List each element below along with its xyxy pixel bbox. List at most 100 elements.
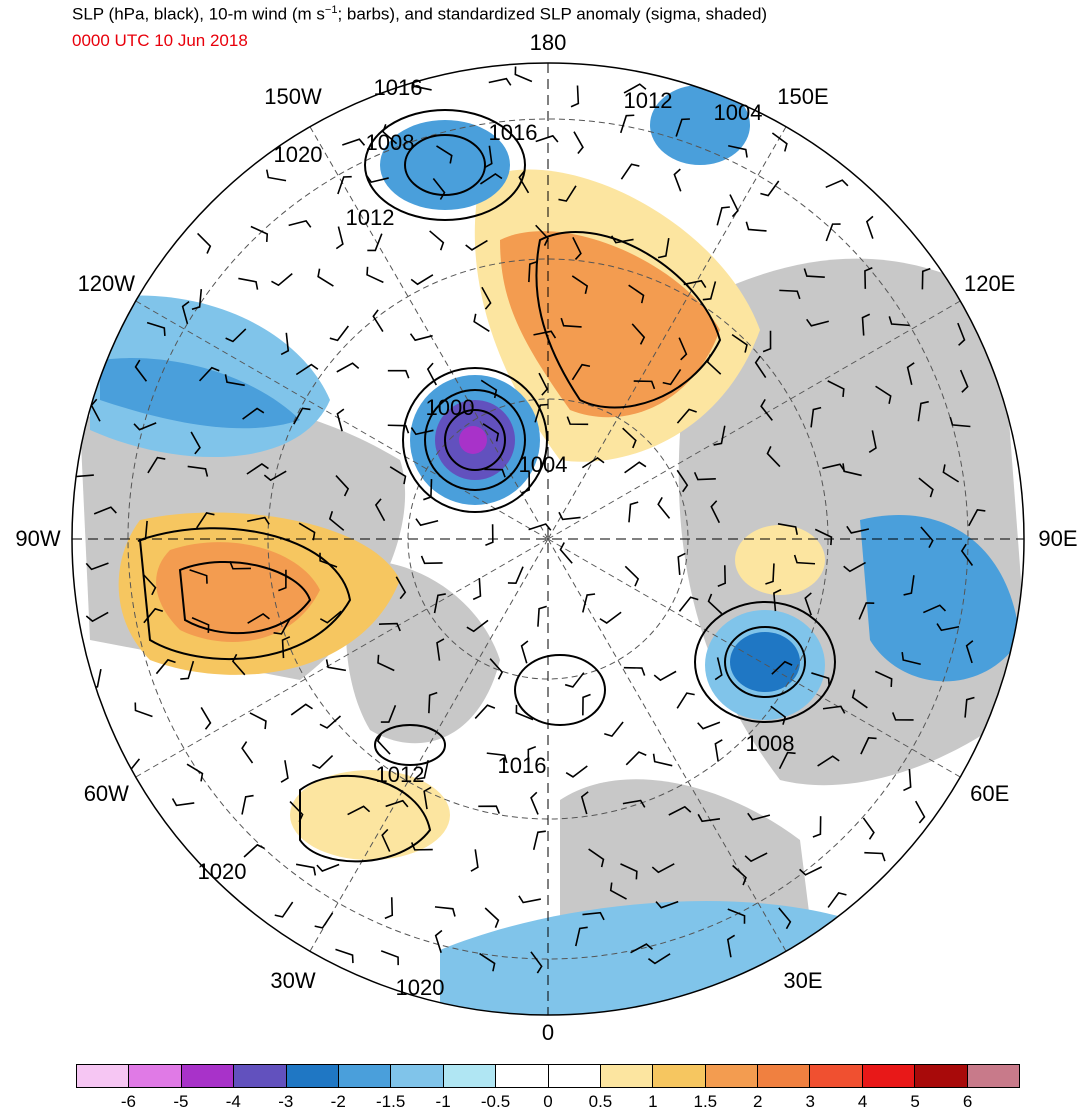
wind-barb bbox=[319, 552, 338, 568]
colorbar-swatch bbox=[548, 1065, 601, 1087]
wind-barb bbox=[558, 511, 581, 521]
wind-barb bbox=[683, 279, 707, 288]
anomaly-low-west-siberia-core bbox=[730, 632, 800, 692]
colorbar-swatch bbox=[129, 1065, 182, 1087]
colorbar-swatch bbox=[862, 1065, 916, 1087]
wind-barb bbox=[906, 362, 915, 386]
wind-barb bbox=[376, 733, 391, 755]
wind-barb bbox=[423, 479, 433, 501]
wind-barbs bbox=[72, 66, 986, 974]
wind-barb bbox=[372, 309, 384, 332]
wind-barb bbox=[486, 752, 508, 764]
wind-barb bbox=[571, 363, 591, 381]
wind-barb bbox=[290, 703, 313, 716]
wind-barb bbox=[653, 670, 677, 682]
wind-barb bbox=[949, 416, 971, 428]
wind-barb bbox=[436, 145, 453, 164]
longitude-label-lon-90w: 90W bbox=[15, 526, 61, 551]
colorbar-swatch bbox=[443, 1065, 497, 1087]
wind-barb bbox=[968, 509, 986, 527]
wind-barb bbox=[865, 215, 874, 239]
wind-barb bbox=[560, 317, 582, 328]
wind-barb bbox=[379, 622, 401, 632]
wind-barb bbox=[582, 911, 605, 921]
wind-barb bbox=[336, 362, 360, 373]
wind-barb bbox=[760, 180, 780, 197]
wind-barb bbox=[335, 948, 354, 964]
colorbar-swatch bbox=[705, 1065, 759, 1087]
wind-barb bbox=[229, 561, 251, 570]
wind-barb bbox=[143, 607, 164, 624]
wind-barb bbox=[532, 830, 546, 850]
wind-barb bbox=[271, 273, 293, 287]
wind-barb bbox=[280, 760, 289, 783]
isobars bbox=[138, 109, 836, 863]
colorbar-tick-label: 5 bbox=[910, 1092, 920, 1111]
wind-barb bbox=[652, 753, 673, 767]
wind-barb bbox=[572, 237, 582, 260]
wind-barb bbox=[799, 866, 823, 876]
colorbar-tick-label: -3 bbox=[278, 1092, 294, 1111]
wind-barb bbox=[620, 163, 640, 180]
wind-barb bbox=[817, 755, 840, 767]
wind-barb bbox=[147, 456, 166, 474]
wind-barb bbox=[779, 289, 801, 300]
wind-barb bbox=[171, 798, 195, 807]
wind-barb bbox=[241, 741, 254, 764]
wind-barb bbox=[864, 267, 873, 289]
wind-barb bbox=[377, 654, 395, 672]
wind-barb bbox=[936, 623, 960, 632]
wind-barb bbox=[314, 912, 334, 929]
wind-barb bbox=[717, 565, 727, 588]
wind-barb bbox=[142, 573, 157, 596]
wind-barb bbox=[263, 470, 287, 482]
wind-barb bbox=[825, 179, 849, 189]
wind-barb bbox=[181, 301, 190, 324]
wind-barb bbox=[713, 425, 726, 446]
wind-barb bbox=[624, 565, 640, 587]
wind-barb bbox=[676, 469, 689, 493]
wind-barb bbox=[518, 170, 530, 194]
wind-barb bbox=[609, 882, 627, 900]
wind-barb bbox=[564, 672, 585, 688]
wind-barb bbox=[466, 619, 489, 633]
wind-barb bbox=[580, 791, 589, 815]
wind-barb bbox=[620, 863, 638, 880]
wind-barb bbox=[385, 799, 409, 808]
longitude-label-lon-30w: 30W bbox=[270, 967, 316, 993]
wind-barb bbox=[728, 144, 748, 158]
wind-barb bbox=[366, 175, 389, 184]
wind-barb bbox=[747, 812, 771, 821]
wind-barb bbox=[559, 542, 573, 564]
wind-barb bbox=[903, 769, 912, 792]
isobar-label: 1012 bbox=[624, 88, 673, 113]
wind-barb bbox=[960, 543, 974, 566]
wind-barb bbox=[434, 929, 443, 953]
wind-barb bbox=[537, 605, 547, 627]
colorbar-tick-label: 3 bbox=[805, 1092, 815, 1111]
wind-barb bbox=[760, 398, 773, 421]
isobar-label: 1016 bbox=[374, 75, 423, 100]
isobar-label: 1004 bbox=[519, 452, 568, 477]
wind-barb bbox=[316, 863, 340, 872]
wind-barb bbox=[381, 828, 391, 852]
colorbar-tick-label: 6 bbox=[962, 1092, 973, 1111]
wind-barb bbox=[676, 692, 695, 709]
wind-barb bbox=[851, 689, 868, 709]
wind-barb bbox=[588, 848, 605, 868]
anomaly-blue-central-asia bbox=[860, 515, 1020, 682]
wind-barb bbox=[707, 593, 723, 615]
wind-barb bbox=[964, 696, 975, 718]
wind-barb bbox=[485, 524, 494, 546]
wind-barb bbox=[633, 380, 656, 390]
colorbar-tick-label: -5 bbox=[173, 1092, 189, 1111]
wind-barb bbox=[528, 523, 552, 531]
wind-barb bbox=[610, 235, 634, 244]
wind-barb bbox=[655, 900, 679, 909]
wind-barb bbox=[298, 522, 316, 541]
wind-barb bbox=[281, 636, 291, 659]
wind-barb bbox=[891, 712, 914, 721]
colorbar-tick-label: 0.5 bbox=[588, 1092, 613, 1111]
wind-barb bbox=[280, 332, 290, 356]
wind-barb bbox=[864, 851, 886, 862]
